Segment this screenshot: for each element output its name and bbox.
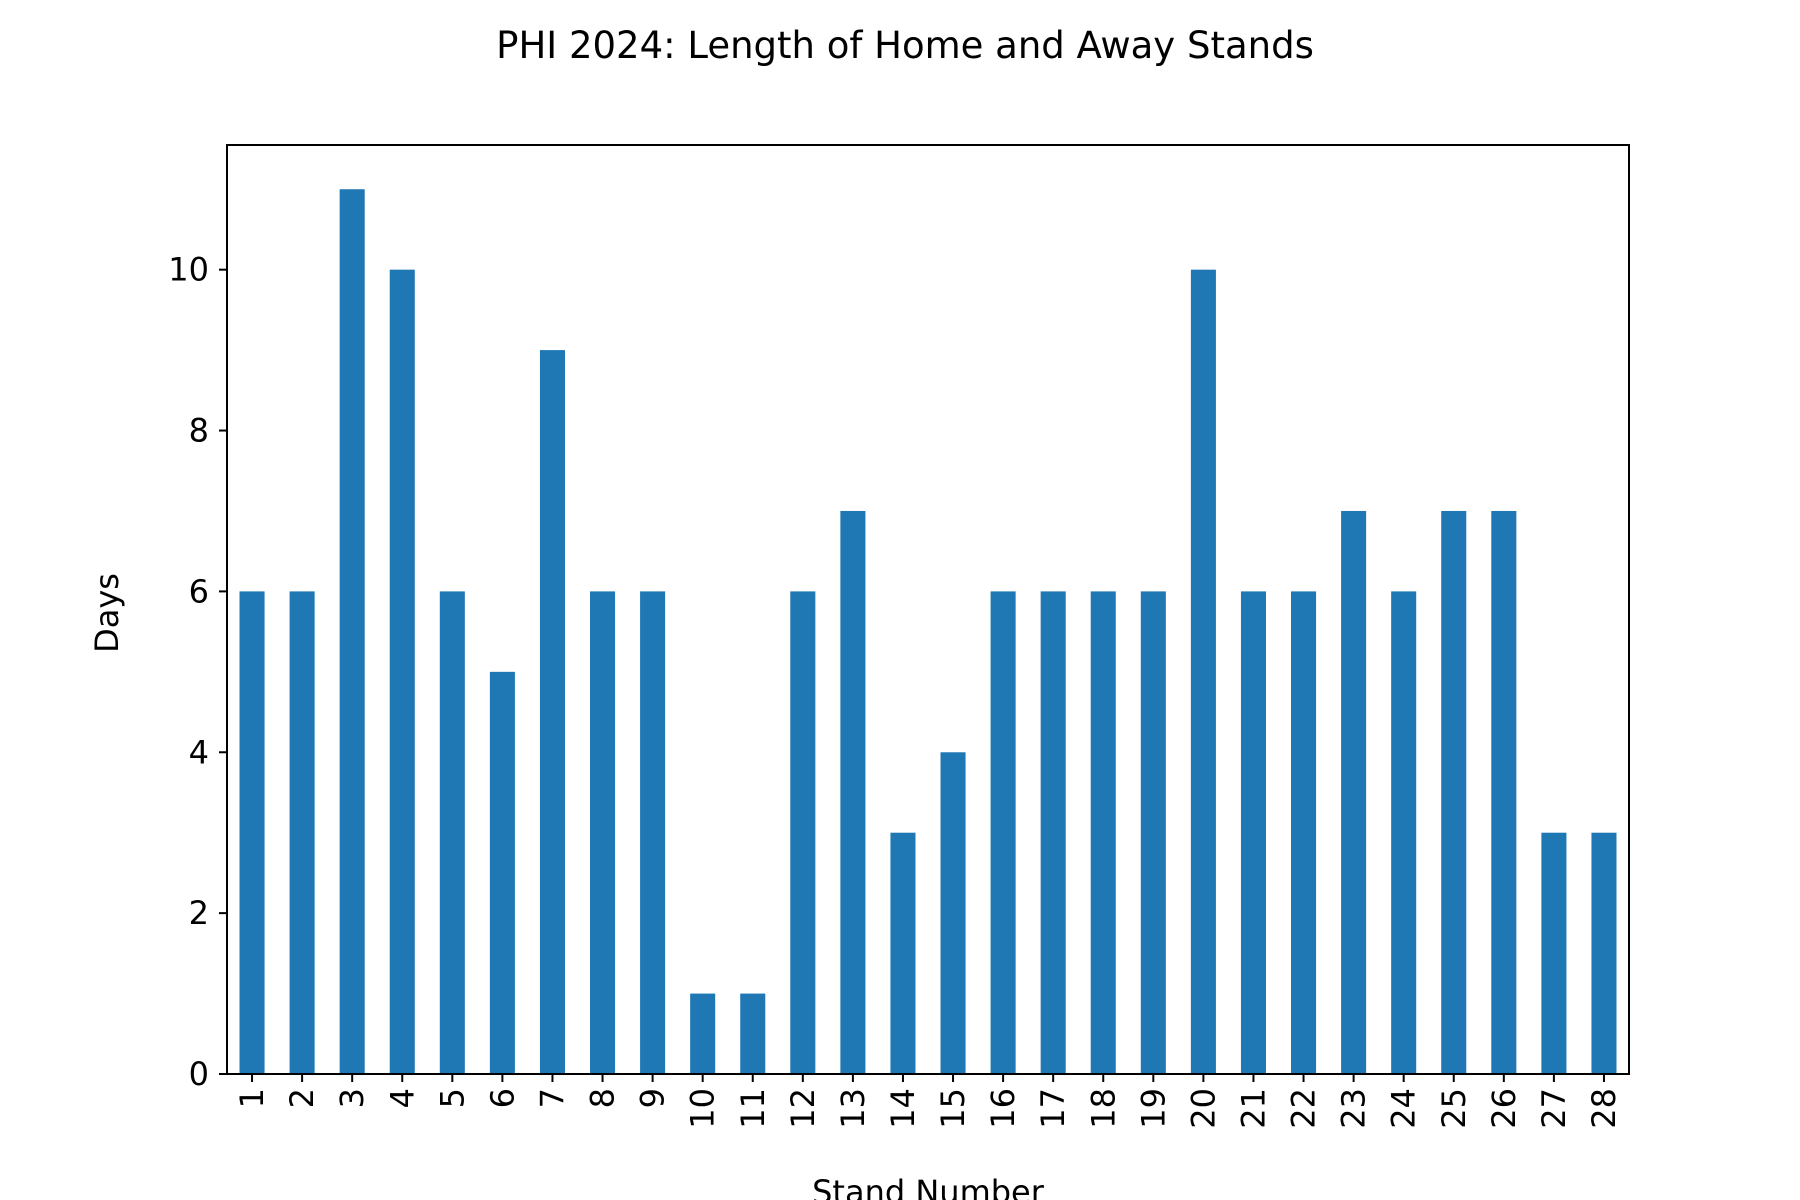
bar-stand-25 bbox=[1441, 510, 1467, 1075]
x-tick-label: 14 bbox=[884, 1088, 922, 1129]
x-tick-label: 28 bbox=[1585, 1088, 1623, 1129]
x-tick-label: 22 bbox=[1285, 1088, 1323, 1129]
bar-stand-18 bbox=[1090, 591, 1116, 1074]
y-tick-label: 0 bbox=[189, 1055, 209, 1093]
y-tick-label: 10 bbox=[168, 251, 209, 289]
x-tick-label: 27 bbox=[1535, 1088, 1573, 1129]
chart-title: PHI 2024: Length of Home and Away Stands bbox=[496, 24, 1314, 67]
x-tick-label: 23 bbox=[1335, 1088, 1373, 1129]
x-tick-label: 10 bbox=[684, 1088, 722, 1129]
x-tick-label: 17 bbox=[1034, 1088, 1072, 1129]
y-tick-label: 4 bbox=[189, 733, 209, 771]
bar-stand-10 bbox=[690, 993, 716, 1074]
bar-stand-4 bbox=[389, 269, 415, 1074]
x-tick-label: 12 bbox=[784, 1088, 822, 1129]
bar-stand-7 bbox=[539, 350, 565, 1075]
x-tick-label: 21 bbox=[1234, 1088, 1272, 1129]
x-tick-label: 24 bbox=[1385, 1088, 1423, 1129]
bar-stand-21 bbox=[1240, 591, 1266, 1074]
plot-area bbox=[239, 189, 1617, 1075]
y-axis: 0 2 4 6 8 10 bbox=[168, 251, 227, 1093]
y-tick-label: 6 bbox=[189, 572, 209, 610]
x-tick-label: 11 bbox=[734, 1088, 772, 1129]
y-tick-label: 2 bbox=[189, 894, 209, 932]
bar-stand-15 bbox=[940, 752, 966, 1074]
bar-stand-2 bbox=[289, 591, 315, 1074]
bar-stand-23 bbox=[1341, 510, 1367, 1075]
x-tick-label: 9 bbox=[634, 1088, 672, 1108]
x-tick-label: 7 bbox=[533, 1088, 571, 1108]
x-tick-label: 13 bbox=[834, 1088, 872, 1129]
bar-stand-6 bbox=[489, 671, 515, 1074]
x-axis: 1 2 3 4 5 6 7 8 9 10 11 12 13 14 15 16 17 18 19 20 21 22 23 24 2… bbox=[233, 1074, 1623, 1129]
bar-stand-11 bbox=[740, 993, 766, 1074]
x-tick-label: 5 bbox=[433, 1088, 471, 1108]
x-tick-label: 4 bbox=[383, 1088, 421, 1108]
x-tick-label: 19 bbox=[1134, 1088, 1172, 1129]
y-axis-label: Days bbox=[88, 573, 126, 653]
x-tick-label: 16 bbox=[984, 1088, 1022, 1129]
bar-stand-20 bbox=[1190, 269, 1216, 1074]
plot-frame bbox=[226, 144, 1630, 1075]
x-tick-label: 8 bbox=[584, 1088, 622, 1108]
y-tick-label: 8 bbox=[189, 412, 209, 450]
bar-stand-19 bbox=[1140, 591, 1166, 1074]
x-tick-label: 2 bbox=[283, 1088, 321, 1108]
bar-stand-16 bbox=[990, 591, 1016, 1074]
bar-stand-9 bbox=[640, 591, 666, 1074]
bar-stand-22 bbox=[1291, 591, 1317, 1074]
x-tick-label: 20 bbox=[1184, 1088, 1222, 1129]
bar-stand-8 bbox=[590, 591, 616, 1074]
x-tick-label: 15 bbox=[934, 1088, 972, 1129]
bar-stand-5 bbox=[439, 591, 465, 1074]
bar-stand-1 bbox=[239, 591, 265, 1074]
bar-stand-26 bbox=[1491, 510, 1517, 1075]
bar-stand-27 bbox=[1541, 832, 1567, 1074]
bar-stand-13 bbox=[840, 510, 866, 1075]
bar-stand-28 bbox=[1591, 832, 1617, 1074]
x-axis-label: Stand Number bbox=[812, 1173, 1045, 1200]
bar-stand-12 bbox=[790, 591, 816, 1074]
x-tick-label: 1 bbox=[233, 1088, 271, 1108]
bar-stand-17 bbox=[1040, 591, 1066, 1074]
x-tick-label: 25 bbox=[1435, 1088, 1473, 1129]
x-tick-label: 18 bbox=[1084, 1088, 1122, 1129]
bar-stand-24 bbox=[1391, 591, 1417, 1074]
x-tick-label: 3 bbox=[333, 1088, 371, 1108]
x-tick-label: 6 bbox=[483, 1088, 521, 1108]
x-tick-label: 26 bbox=[1485, 1088, 1523, 1129]
bar-stand-14 bbox=[890, 832, 916, 1074]
bar-stand-3 bbox=[339, 189, 365, 1075]
